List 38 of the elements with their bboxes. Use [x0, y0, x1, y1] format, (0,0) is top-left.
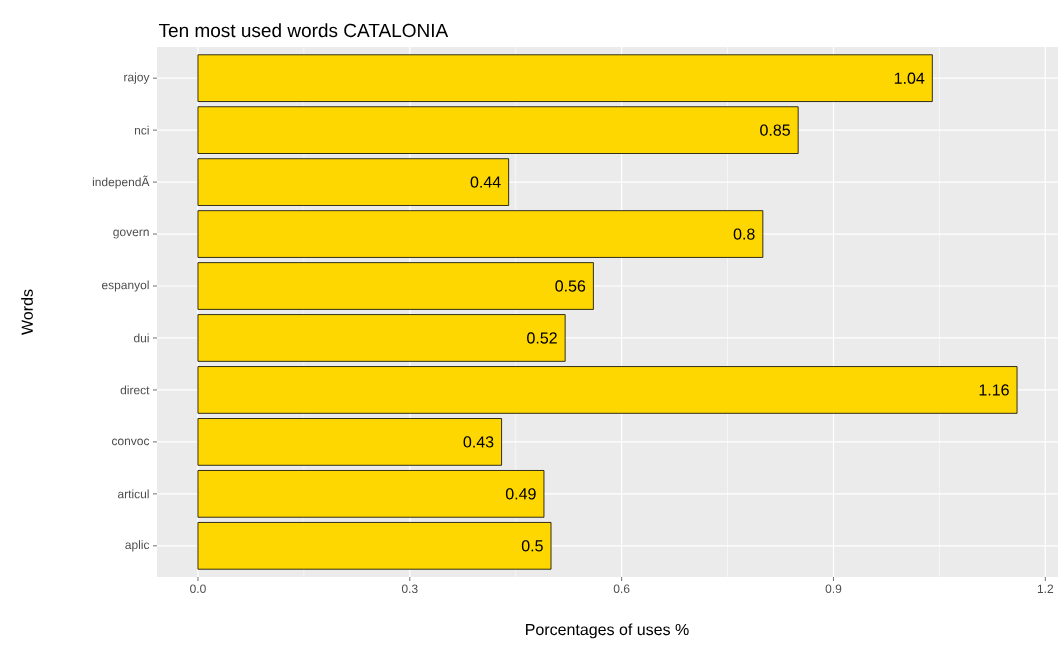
data-label: 0.8: [733, 228, 755, 240]
bar: [197, 54, 933, 102]
data-label: 0.52: [527, 332, 557, 344]
bar: [197, 470, 545, 518]
y-tick-label: espanyol: [101, 280, 149, 292]
bar: [197, 158, 510, 206]
bar: [197, 418, 502, 466]
data-label: 0.49: [505, 488, 536, 500]
y-tick-label: nci: [134, 125, 149, 135]
y-tick-label: convoc: [111, 438, 150, 446]
y-tick-label: articul: [117, 489, 149, 499]
y-tick-label: govern: [113, 229, 149, 239]
chart-title: Ten most used words CATALONIA: [158, 23, 449, 38]
y-tick-label: aplic: [125, 540, 150, 552]
bar: [197, 262, 594, 310]
x-tick-label: 0.6: [613, 584, 630, 594]
x-tick-label: 0.9: [825, 584, 842, 594]
bar: [197, 106, 799, 154]
y-axis-title: Words: [21, 289, 33, 335]
y-tick-label: independÃ: [92, 175, 150, 189]
data-label: 0.56: [555, 280, 586, 292]
bar: [197, 366, 1018, 414]
data-label: 0.43: [463, 436, 494, 448]
data-label: 0.5: [521, 540, 543, 552]
data-label: 0.85: [760, 124, 790, 136]
bar: [197, 522, 552, 570]
y-tick-label: direct: [120, 385, 150, 395]
y-tick-label: dui: [133, 333, 149, 343]
data-label: 0.44: [470, 176, 501, 188]
x-tick-label: 0.3: [401, 584, 418, 594]
data-label: 1.04: [894, 72, 925, 84]
x-tick-label: 0.0: [190, 584, 206, 594]
x-tick-label: 1.2: [1037, 584, 1054, 593]
data-label: 1.16: [979, 384, 1009, 396]
bar: [197, 314, 566, 362]
bar: [197, 210, 764, 258]
x-axis-title: Porcentages of uses %: [526, 623, 689, 639]
y-tick-label: rajoy: [124, 72, 150, 84]
